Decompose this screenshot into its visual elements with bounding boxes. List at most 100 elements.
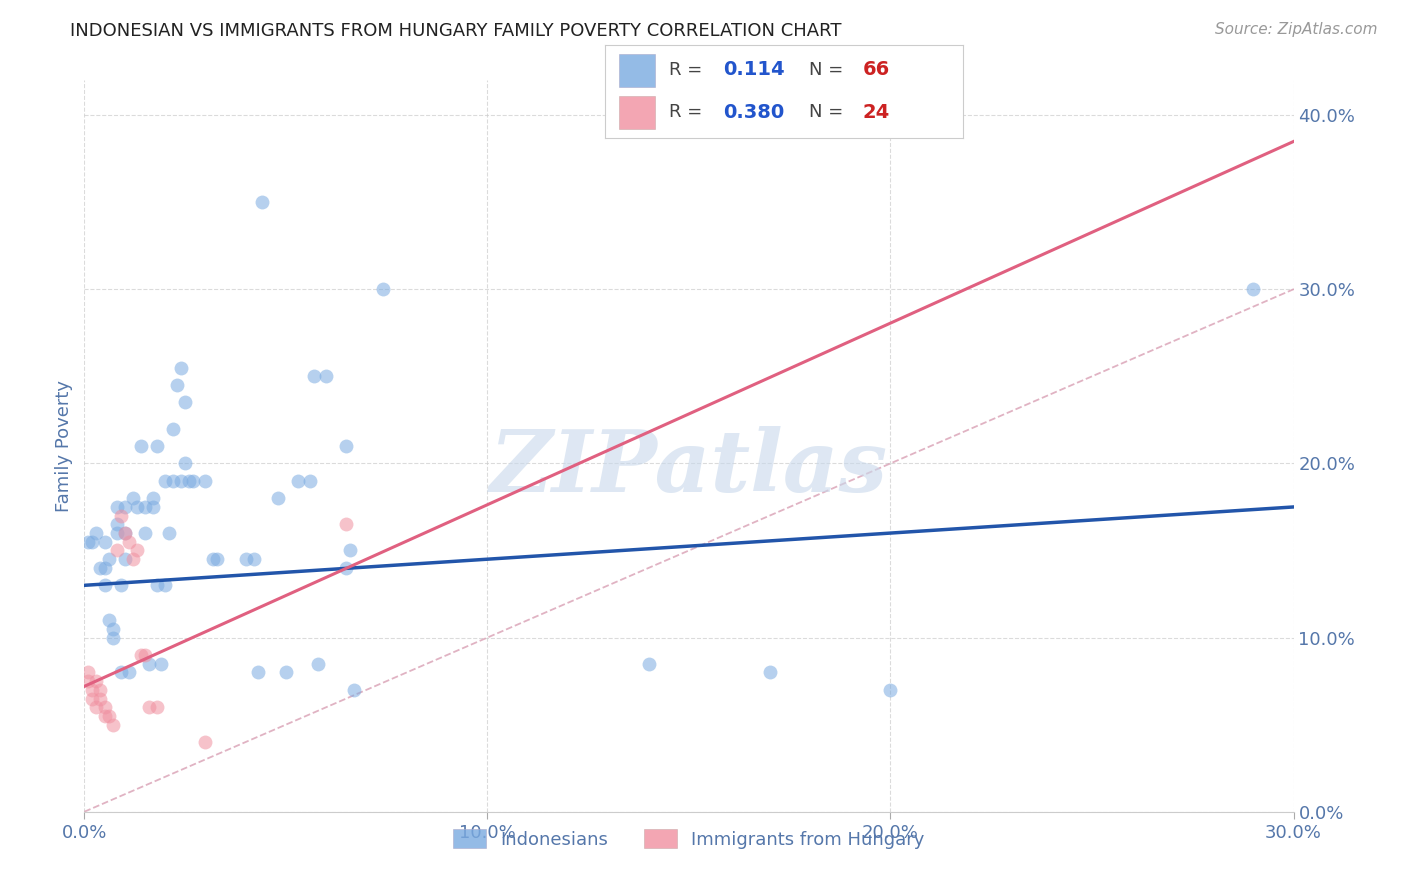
Point [146,700,169,714]
Point [82,682,104,697]
Bar [619,96,655,129]
Point [110,578,132,592]
Point [157,526,180,541]
Point [302,369,325,384]
Point [86,700,108,714]
Point [335,439,357,453]
Point [207,552,229,566]
Point [335,517,357,532]
Point [879,682,901,697]
Point [114,552,136,566]
Point [339,543,361,558]
Point [170,474,193,488]
Point [129,439,152,453]
Point [105,526,128,541]
Point [1241,282,1264,296]
Y-axis label: Family Poverty: Family Poverty [55,380,73,512]
Text: N =: N = [808,61,844,78]
Point [97,613,120,627]
Point [146,578,169,592]
Bar [619,54,655,87]
Point [125,500,148,514]
Point [118,534,141,549]
Text: INDONESIAN VS IMMIGRANTS FROM HUNGARY FAMILY POVERTY CORRELATION CHART: INDONESIAN VS IMMIGRANTS FROM HUNGARY FA… [70,22,842,40]
Point [637,657,659,671]
Point [77,674,100,689]
Point [153,474,176,488]
Point [166,378,188,392]
Point [105,500,128,514]
Text: 0.380: 0.380 [723,103,785,121]
Point [343,682,366,697]
Point [121,552,143,566]
Point [110,508,132,523]
Point [307,657,329,671]
Point [202,552,225,566]
Point [114,500,136,514]
Point [181,474,204,488]
Point [93,578,115,592]
Point [82,691,104,706]
Text: R =: R = [669,61,703,78]
Point [194,735,217,749]
Text: 24: 24 [863,103,890,121]
Text: Source: ZipAtlas.com: Source: ZipAtlas.com [1215,22,1378,37]
Point [105,543,128,558]
Point [101,622,124,636]
Point [114,526,136,541]
Point [114,526,136,541]
Point [146,439,169,453]
Point [267,491,290,506]
Point [101,631,124,645]
Point [86,674,108,689]
Point [93,561,115,575]
Point [274,665,297,680]
Point [89,682,111,697]
Point [174,395,197,409]
Point [105,517,128,532]
Text: 66: 66 [863,61,890,79]
Point [138,700,160,714]
Point [89,561,111,575]
Point [250,195,273,210]
Point [129,648,152,662]
Point [194,474,217,488]
Text: N =: N = [808,103,844,121]
Point [142,500,165,514]
Point [371,282,394,296]
Point [153,578,176,592]
Point [118,665,141,680]
Point [134,648,156,662]
Text: R =: R = [669,103,703,121]
Text: 0.114: 0.114 [723,61,785,79]
Point [82,534,104,549]
Point [242,552,264,566]
Point [134,526,156,541]
Point [162,474,184,488]
Point [93,709,115,723]
Point [235,552,257,566]
Point [97,709,120,723]
Point [97,552,120,566]
Point [125,543,148,558]
Point [134,500,156,514]
Point [335,561,357,575]
Point [93,700,115,714]
Point [287,474,309,488]
Point [149,657,172,671]
Point [110,665,132,680]
Point [138,657,160,671]
Point [101,717,124,731]
Point [162,421,184,435]
Point [86,526,108,541]
Point [89,691,111,706]
Legend: Indonesians, Immigrants from Hungary: Indonesians, Immigrants from Hungary [444,820,934,857]
Point [246,665,269,680]
Point [77,665,100,680]
Point [93,534,115,549]
Point [315,369,337,384]
Point [758,665,780,680]
Point [299,474,322,488]
Point [77,534,100,549]
Point [121,491,143,506]
